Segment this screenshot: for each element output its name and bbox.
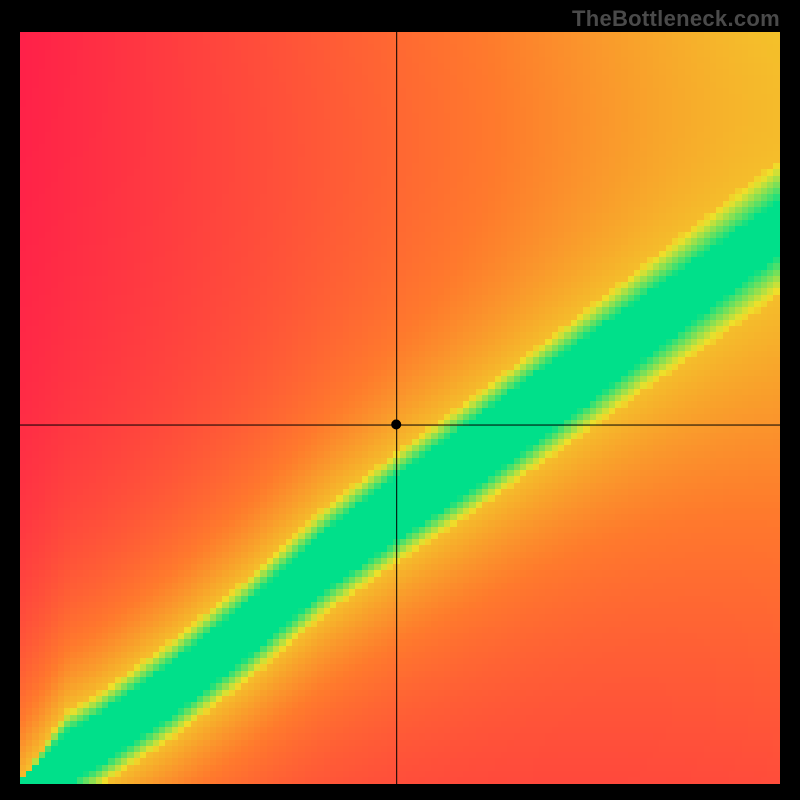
watermark-text: TheBottleneck.com <box>572 6 780 32</box>
bottleneck-heatmap <box>20 32 780 784</box>
